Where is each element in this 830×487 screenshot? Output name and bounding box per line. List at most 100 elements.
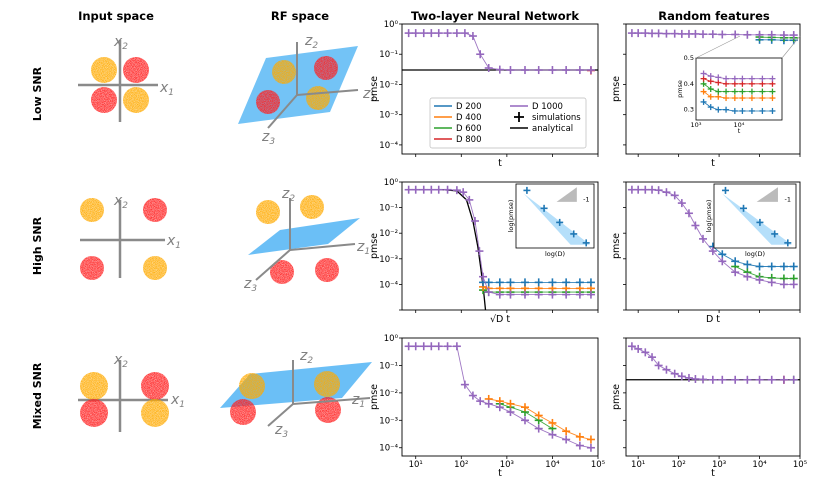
gauss-red [123, 57, 149, 83]
marker-d1000 [779, 280, 788, 289]
marker-d1000 [789, 280, 798, 289]
inset-x-tick-label: 10³ [691, 121, 702, 129]
marker-d1000 [634, 344, 643, 353]
marker-d1000 [484, 64, 493, 73]
col-title-nn: Two-layer Neural Network [411, 9, 579, 23]
axis-glyph-x1: x1 [170, 392, 185, 410]
x-tick-label: 10² [454, 460, 468, 470]
series-line [408, 345, 591, 449]
panel-nn-high: 10⁰ 10⁻¹ 10⁻² 10⁻³ 10⁻⁴ √D t pmse [369, 178, 599, 325]
series-line [482, 286, 591, 289]
gauss-orange [256, 200, 280, 224]
gauss-orange [80, 198, 104, 222]
row-label-low: Low SNR [31, 66, 44, 121]
inset-frame [515, 183, 595, 249]
marker-d200 [731, 257, 740, 266]
marker-d1000 [443, 29, 452, 38]
col-title-rf-features: Random features [658, 9, 770, 23]
axis-glyph-x1: x1 [159, 80, 174, 98]
x-axis-label: t [498, 468, 502, 479]
marker-d1000 [677, 29, 686, 38]
marker-d1000 [641, 185, 650, 194]
x-tick-label: 10¹ [409, 460, 423, 470]
gauss-red [315, 397, 341, 423]
marker-d1000 [506, 408, 515, 417]
y-tick-label: 10⁻³ [379, 255, 398, 265]
marker-d1000 [708, 30, 717, 39]
x-axis-label: t [498, 158, 502, 169]
marker-d1000 [484, 399, 493, 408]
marker-d1000 [670, 369, 679, 378]
axes-frame [625, 23, 801, 155]
legend-entry: simulations [532, 113, 581, 123]
marker-d1000 [654, 186, 663, 195]
legend-entry: analytical [532, 124, 573, 134]
inset-y-label: log(pmse) [705, 200, 713, 233]
inset-y-label: log(pmse) [507, 200, 515, 233]
inset-nn-high: -1 log(D) log(pmse) [507, 183, 595, 258]
axis-glyph-x2: x2 [113, 34, 128, 52]
rf-space-low: z2 z1 z3 [238, 33, 376, 147]
slope-label: -1 [583, 195, 589, 203]
gauss-red [315, 258, 339, 282]
gauss-red [314, 56, 338, 80]
panel-nn-mixed: 10⁰ 10⁻¹ 10⁻² 10⁻³ 10⁻⁴ 10¹ 10² 10³ 10⁴ 10⁵ t pmse [369, 334, 605, 479]
x-axis-label: t [711, 158, 715, 169]
marker-d1000 [654, 29, 663, 38]
marker-d1000 [460, 29, 469, 38]
axis-glyph-x2: x2 [113, 352, 128, 370]
axes-frame [401, 23, 599, 155]
y-tick-label: 10⁻³ [379, 111, 398, 121]
y-axis-label: pmse [369, 384, 380, 410]
row-label-mixed: Mixed SNR [31, 362, 44, 429]
marker-d1000 [691, 221, 700, 230]
inset-y-tick-label: 0.4 [684, 80, 694, 88]
marker-d1000 [411, 185, 420, 194]
gauss-red [80, 256, 104, 280]
input-space-low: x2 x1 [78, 34, 174, 122]
x-axis-label: t [711, 468, 715, 479]
x-tick-label: 10² [672, 460, 686, 470]
x-tick-label: 10³ [712, 460, 726, 470]
marker-d1000 [506, 290, 515, 299]
panel-rf-high: D t pmse [611, 181, 801, 325]
gauss-red [91, 87, 117, 113]
marker-d1000 [708, 247, 717, 256]
marker-d1000 [718, 257, 727, 266]
marker-d1000 [411, 29, 420, 38]
marker-d1000 [755, 375, 764, 384]
inset-x-tick-label: 10⁴ [734, 121, 745, 129]
analytical-line [408, 189, 487, 311]
marker-d400 [562, 427, 571, 436]
marker-d1000 [520, 416, 529, 425]
marker-d1000 [743, 375, 752, 384]
axis-glyph-z2: z2 [304, 33, 318, 51]
axes-frame [401, 337, 599, 457]
marker-d1000 [789, 31, 798, 40]
marker-d1000 [443, 342, 452, 351]
marker-d200 [743, 260, 752, 269]
x-tick-label: 10⁴ [545, 460, 560, 470]
marker-d1000 [427, 342, 436, 351]
legend-entry: D 1000 [532, 102, 563, 112]
marker-d1000 [459, 188, 468, 197]
marker-d200 [484, 278, 493, 287]
col-title-rf: RF space [271, 9, 329, 23]
marker-d200 [548, 278, 557, 287]
marker-d1000 [434, 185, 443, 194]
marker-d200 [562, 278, 571, 287]
marker-d1000 [743, 272, 752, 281]
axis-glyph-x1: x1 [166, 233, 181, 251]
y-tick-label: 10⁻³ [379, 416, 398, 426]
marker-d1000 [708, 375, 717, 384]
marker-d1000 [755, 275, 764, 284]
gauss-red [141, 372, 169, 400]
marker-d1000 [562, 66, 571, 75]
marker-d200 [779, 262, 788, 271]
marker-d1000 [677, 199, 686, 208]
x-tick-label: 10⁵ [591, 460, 605, 470]
gauss-red [256, 90, 280, 114]
marker-d200 [575, 278, 584, 287]
x-tick-label: 10⁴ [752, 460, 767, 470]
